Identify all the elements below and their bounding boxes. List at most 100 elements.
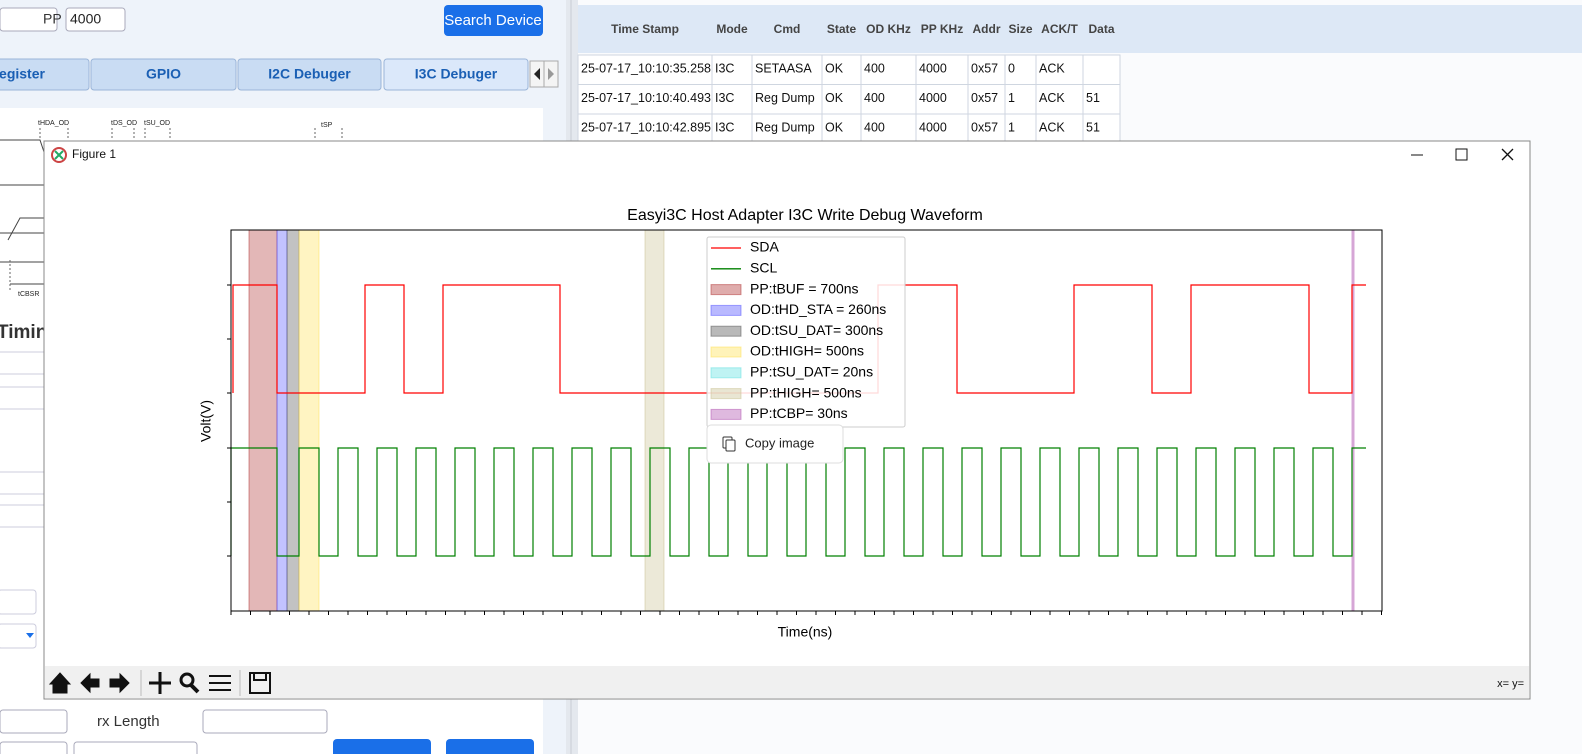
timing-band xyxy=(298,229,320,612)
input-box[interactable] xyxy=(0,471,45,495)
cell-text: ACK xyxy=(1039,91,1065,105)
cell-text: 25-07-17_10:10:42.895 xyxy=(581,120,711,134)
status-text: x= y= xyxy=(1497,678,1524,690)
column-header: ACK/T xyxy=(1041,22,1078,36)
x-axis-label: Time(ns) xyxy=(778,624,833,640)
table-cell xyxy=(967,84,1006,115)
maximize-button[interactable] xyxy=(1455,148,1468,161)
column-header: Cmd xyxy=(774,22,801,36)
cell-text: Reg Dump xyxy=(755,91,815,105)
scl-waveform xyxy=(230,447,1366,557)
input-box[interactable] xyxy=(73,741,198,754)
search-button-label: Search Device xyxy=(444,12,542,29)
cell-text: 0 xyxy=(1008,61,1015,75)
legend: SDA SCL PP:tBUF = 700ns OD:tHD_STA = 260ns O… xyxy=(706,236,906,428)
cell-text: 51 xyxy=(1086,120,1100,134)
toolbar xyxy=(45,666,1529,698)
window-title: Figure 1 xyxy=(72,147,116,161)
zoom-button[interactable] xyxy=(179,672,195,688)
rx-label: rx Length xyxy=(97,713,160,730)
timing-label: tSU_OD xyxy=(144,120,170,127)
legend-swatch xyxy=(710,367,742,379)
legend-swatch xyxy=(710,346,742,358)
forward-button[interactable] xyxy=(109,672,130,694)
input-box[interactable] xyxy=(0,709,68,734)
table-cell xyxy=(1004,54,1037,85)
tab[interactable] xyxy=(237,58,382,91)
configure-button[interactable] xyxy=(209,675,231,691)
input-box[interactable] xyxy=(0,504,45,528)
timing-diagram xyxy=(0,139,46,285)
table-cell xyxy=(751,54,823,85)
pan-button[interactable] xyxy=(149,672,171,694)
tab-label: I2C Debuger xyxy=(268,66,351,82)
input-box[interactable] xyxy=(0,741,68,754)
y-axis-label: Volt(V) xyxy=(198,400,214,442)
context-menu-item[interactable]: Copy image xyxy=(745,435,814,450)
pp-value: 4000 xyxy=(70,11,101,27)
legend-label: PP:tHIGH= 500ns xyxy=(750,384,862,400)
legend-label: PP:tBUF = 700ns xyxy=(750,280,859,296)
table-header xyxy=(578,5,1582,53)
cell-text: 4000 xyxy=(919,120,947,134)
column-header: Mode xyxy=(716,22,748,36)
legend-label: OD:tHD_STA = 260ns xyxy=(750,301,886,317)
cell-text: SETAASA xyxy=(755,61,812,75)
plot xyxy=(227,229,1383,615)
action-button[interactable] xyxy=(333,739,431,754)
input-box[interactable] xyxy=(0,351,45,375)
legend-swatch xyxy=(710,408,742,420)
table-cell xyxy=(711,84,753,115)
table-cell xyxy=(1035,54,1084,85)
table-cell xyxy=(821,84,862,115)
table-cell xyxy=(751,84,823,115)
input-box[interactable] xyxy=(0,386,45,410)
dropdown-arrow xyxy=(26,633,34,638)
timing-band xyxy=(286,229,300,612)
tab[interactable] xyxy=(0,58,90,91)
cell-text: Reg Dump xyxy=(755,120,815,134)
legend-label: OD:tHIGH= 500ns xyxy=(750,343,864,359)
cell-text: I3C xyxy=(715,91,734,105)
cell-text: 0x57 xyxy=(971,91,998,105)
app-icon-mark xyxy=(54,150,64,160)
legend-label: PP:tCBP= 30ns xyxy=(750,405,848,421)
table-cell xyxy=(1035,84,1084,115)
home-button[interactable] xyxy=(48,672,72,694)
table-cell xyxy=(860,113,917,144)
input-box[interactable] xyxy=(0,7,58,32)
cell-text: ACK xyxy=(1039,120,1065,134)
axes-frame xyxy=(230,229,1383,612)
search-button[interactable] xyxy=(444,5,543,36)
back-button[interactable] xyxy=(80,672,100,694)
action-button[interactable] xyxy=(446,739,534,754)
log-table: Time Stamp Mode Cmd State OD KHz PP KHz Addr Si… xyxy=(577,22,1121,144)
cell-text: 25-07-17_10:10:40.493 xyxy=(581,91,711,105)
timing-band xyxy=(644,229,665,612)
column-header: Size xyxy=(1008,22,1032,36)
timing-label: tHDA_OD xyxy=(38,120,69,127)
section-heading: Timin xyxy=(0,322,47,343)
input-box[interactable] xyxy=(0,589,37,615)
table-cell xyxy=(915,54,969,85)
cell-text: 4000 xyxy=(919,91,947,105)
legend-label: OD:tSU_DAT= 300ns xyxy=(750,322,883,338)
legend-swatch xyxy=(710,284,742,296)
pp-input[interactable] xyxy=(65,7,126,32)
cell-text: 400 xyxy=(864,120,885,134)
table-cell xyxy=(1082,113,1121,144)
legend-swatch xyxy=(710,388,742,400)
column-header: PP KHz xyxy=(921,22,963,36)
tab[interactable] xyxy=(383,58,529,91)
tab[interactable] xyxy=(90,58,237,91)
close-button[interactable] xyxy=(1501,148,1514,161)
table-cell xyxy=(577,113,713,144)
table-cell xyxy=(1035,113,1084,144)
dropdown[interactable] xyxy=(0,623,37,649)
legend-swatch xyxy=(710,325,742,337)
cell-text: ACK xyxy=(1039,61,1065,75)
cell-text: I3C xyxy=(715,61,734,75)
rx-input[interactable] xyxy=(202,709,328,734)
table-cell xyxy=(751,113,823,144)
cell-text: 0x57 xyxy=(971,61,998,75)
